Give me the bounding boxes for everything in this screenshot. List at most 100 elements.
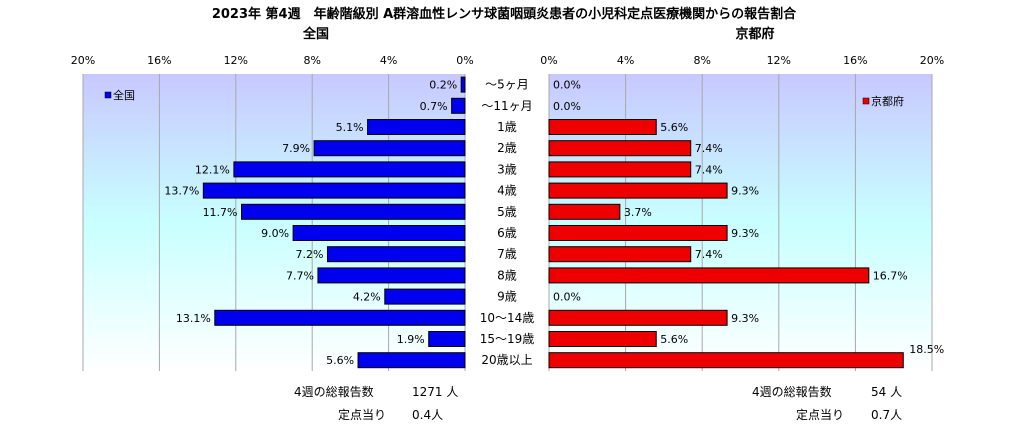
- right-bar: [548, 182, 728, 199]
- left-bar: [202, 182, 466, 199]
- left-tick-label: 0%: [456, 54, 473, 67]
- category-label: 20歳以上: [481, 353, 532, 367]
- left-tick-label: 4%: [380, 54, 397, 67]
- right-data-label: 9.3%: [731, 312, 759, 325]
- left-data-label: 11.7%: [203, 206, 238, 219]
- right-per-label: 定点当り: [796, 407, 844, 422]
- left-legend-label: 全国: [113, 88, 135, 102]
- right-total-label: 4週の総報告数: [752, 384, 832, 399]
- left-subtitle: 全国: [302, 26, 329, 42]
- right-data-label: 5.6%: [660, 333, 688, 346]
- category-label: 2歳: [497, 141, 517, 155]
- category-label: ～11ヶ月: [481, 99, 532, 113]
- left-bar: [214, 309, 466, 326]
- right-total-value: 54 人: [871, 385, 902, 399]
- left-data-label: 13.1%: [176, 312, 211, 325]
- right-legend-label: 京都府: [871, 94, 904, 108]
- right-tick-label: 8%: [693, 54, 710, 67]
- left-total-label: 4週の総報告数: [294, 384, 374, 399]
- left-data-label: 1.9%: [397, 333, 425, 346]
- right-bar: [548, 203, 621, 220]
- left-tick-label: 20%: [71, 54, 95, 67]
- right-subtitle: 京都府: [735, 26, 774, 42]
- left-legend: 全国: [104, 88, 135, 102]
- right-tick-labels: 0% 4% 8% 12% 16% 20%: [540, 54, 944, 67]
- right-data-label: 7.4%: [695, 163, 723, 176]
- left-data-label: 13.7%: [164, 185, 199, 198]
- category-label: 4歳: [497, 184, 517, 198]
- right-bar: [548, 352, 904, 369]
- left-bar: [241, 203, 466, 220]
- left-per-label: 定点当り: [338, 407, 386, 422]
- right-plot-area: [549, 74, 932, 371]
- right-bar: [548, 119, 657, 135]
- category-label: ～5ヶ月: [485, 78, 529, 92]
- left-data-label: 7.7%: [286, 269, 314, 282]
- right-bars: 0.0% 0.0% 5.6% 7.4% 7.4% 9.3% 3.7% 9.3% 7.4% 16.7…: [548, 79, 944, 369]
- category-label: 9歳: [497, 290, 517, 304]
- left-legend-swatch: [104, 91, 112, 99]
- right-bar: [548, 309, 728, 326]
- right-data-label: 0.0%: [553, 79, 581, 92]
- left-bar: [357, 352, 466, 369]
- category-label: 10～14歳: [480, 311, 535, 325]
- right-bar: [548, 246, 692, 263]
- right-tick-label: 0%: [540, 54, 557, 67]
- right-data-label: 3.7%: [624, 206, 652, 219]
- left-bar: [292, 225, 466, 241]
- category-label: 6歳: [497, 226, 517, 240]
- right-data-label: 9.3%: [731, 227, 759, 240]
- category-label: 15～19歳: [480, 332, 535, 346]
- category-label: 7歳: [497, 247, 517, 261]
- right-bar: [548, 161, 692, 178]
- right-data-label: 0.0%: [553, 100, 581, 113]
- left-per-value: 0.4人: [412, 408, 443, 422]
- left-total-value: 1271 人: [412, 385, 458, 399]
- left-tick-label: 12%: [224, 54, 248, 67]
- left-tick-label: 16%: [147, 54, 171, 67]
- left-bar: [233, 161, 466, 178]
- category-label: 8歳: [497, 268, 517, 282]
- left-bar: [384, 288, 466, 305]
- left-bar: [326, 246, 466, 263]
- left-bar: [428, 331, 466, 347]
- category-labels: ～5ヶ月 ～11ヶ月 1歳 2歳 3歳 4歳 5歳 6歳 7歳 8歳 9歳 10～14歳 15～19歳 2…: [480, 78, 535, 368]
- category-label: 1歳: [497, 120, 517, 134]
- right-legend-swatch: [862, 97, 870, 105]
- category-label: 5歳: [497, 205, 517, 219]
- left-bar: [451, 97, 466, 114]
- left-data-label: 7.9%: [282, 142, 310, 155]
- right-bar: [548, 267, 870, 284]
- left-data-label: 4.2%: [353, 291, 381, 304]
- left-bar: [460, 76, 466, 93]
- left-data-label: 0.7%: [420, 100, 448, 113]
- left-data-label: 0.2%: [429, 79, 457, 92]
- right-bar: [548, 331, 657, 347]
- chart-title: 2023年 第4週 年齢階級別 A群溶血性レンサ球菌咽頭炎患者の小児科定点医療機…: [212, 6, 797, 22]
- right-tick-label: 4%: [617, 54, 634, 67]
- left-bars: 0.2% 0.7% 5.1% 7.9% 12.1% 13.7% 11.7% 9.0% 7.2% 7…: [164, 76, 466, 369]
- left-bar: [317, 267, 466, 284]
- left-bar: [313, 140, 466, 157]
- left-data-label: 5.1%: [336, 121, 364, 134]
- right-tick-label: 16%: [843, 54, 867, 67]
- category-label: 3歳: [497, 162, 517, 176]
- right-data-label: 7.4%: [695, 248, 723, 261]
- right-data-label: 5.6%: [660, 121, 688, 134]
- left-bar: [367, 119, 466, 135]
- right-tick-label: 20%: [920, 54, 944, 67]
- left-plot-area: [83, 74, 465, 371]
- left-tick-labels: 0% 4% 8% 12% 16% 20%: [71, 54, 474, 67]
- right-data-label: 7.4%: [695, 142, 723, 155]
- left-data-label: 12.1%: [195, 163, 230, 176]
- left-data-label: 7.2%: [296, 248, 324, 261]
- right-tick-label: 12%: [767, 54, 791, 67]
- left-tick-label: 8%: [303, 54, 320, 67]
- right-legend: 京都府: [862, 94, 904, 108]
- left-data-label: 9.0%: [261, 227, 289, 240]
- right-bar: [548, 225, 728, 241]
- right-bar: [548, 140, 692, 157]
- right-data-label: 16.7%: [873, 269, 908, 282]
- right-data-label: 0.0%: [553, 291, 581, 304]
